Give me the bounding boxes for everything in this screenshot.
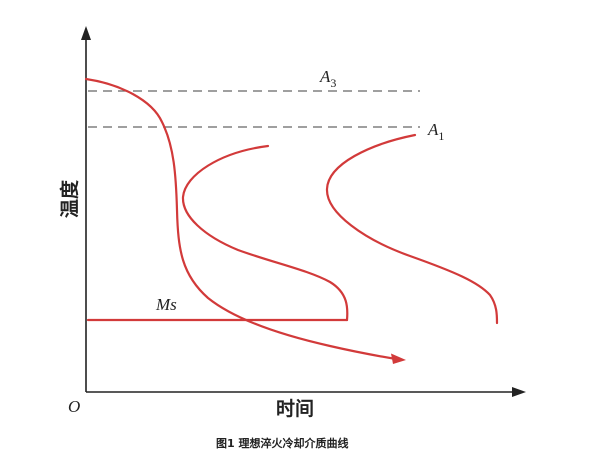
cooling-curve xyxy=(84,77,398,361)
origin-label: O xyxy=(68,397,80,416)
a1-label: A1 xyxy=(427,120,444,143)
cooling-curve-arrowhead xyxy=(391,353,406,364)
x-axis-label: 时间 xyxy=(276,398,314,420)
y-axis-label: 温度 xyxy=(58,179,81,218)
transformation-start-curve xyxy=(181,144,349,322)
transformation-finish-curve xyxy=(325,133,499,325)
a1-label-main: A xyxy=(427,120,439,139)
a3-label: A3 xyxy=(319,67,336,90)
axes xyxy=(81,26,526,397)
a3-label-sub: 3 xyxy=(330,76,336,90)
figure-caption: 图1 理想淬火冷却介质曲线 xyxy=(216,436,348,450)
a3-label-main: A xyxy=(319,67,331,86)
y-axis-arrow xyxy=(81,26,91,40)
a1-label-sub: 1 xyxy=(438,129,444,143)
ms-label: Ms xyxy=(155,295,177,314)
x-axis-arrow xyxy=(512,387,526,397)
